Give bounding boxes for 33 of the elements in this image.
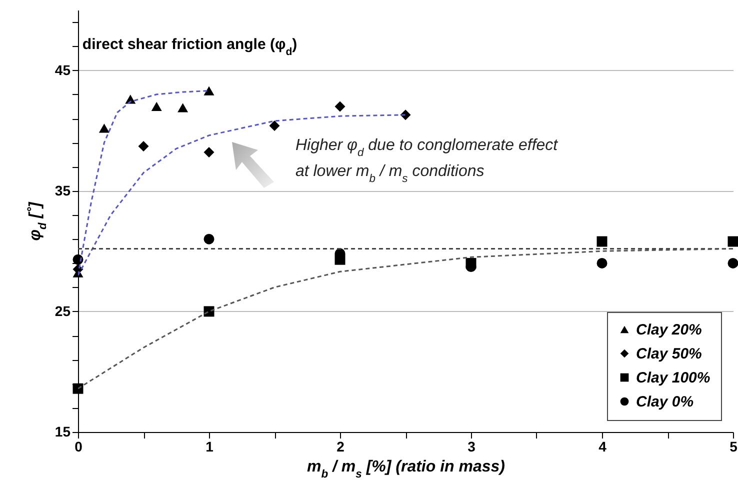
- y-tick-label: 45: [54, 62, 71, 78]
- y-tick-label: 35: [54, 182, 71, 198]
- x-tick-label: 1: [206, 438, 214, 454]
- x-axis-title: m$_{b}$ / m$_{s}$ [%] (ratio in mass): [306, 458, 506, 480]
- point: [138, 141, 149, 152]
- x-tick-label: 0: [74, 438, 83, 454]
- point: [728, 236, 738, 247]
- y-tick-label: 15: [54, 424, 71, 440]
- x-tick-label: 2: [336, 438, 345, 454]
- point: [269, 120, 280, 131]
- point: [596, 236, 608, 247]
- text: direct shear friction angle (φ$_{d}$): [82, 36, 298, 58]
- legend-label: Clay 50%: [636, 346, 702, 362]
- legend-label: Clay 20%: [636, 322, 702, 338]
- point: [204, 234, 214, 244]
- x-tick-label: 5: [730, 438, 738, 454]
- point: [72, 383, 84, 394]
- y-tick-label: 25: [54, 302, 71, 319]
- annotation: at lower m$_{b}$ / m$_{s}$ conditions: [295, 163, 484, 185]
- legend-label: Clay 100%: [636, 370, 710, 386]
- x-tick-label: 4: [598, 438, 607, 454]
- point: [728, 258, 738, 268]
- point: [151, 102, 162, 111]
- point: [334, 101, 346, 112]
- point: [72, 254, 84, 265]
- point: [204, 86, 214, 96]
- point: [204, 147, 214, 158]
- x-tick-label: 3: [468, 438, 476, 454]
- point: [596, 258, 608, 268]
- legend-label: Clay 0%: [636, 394, 694, 410]
- point: [98, 124, 110, 133]
- annotation: Higher φ$_{d}$ due to conglomerate effect: [295, 137, 558, 159]
- point: [178, 103, 188, 112]
